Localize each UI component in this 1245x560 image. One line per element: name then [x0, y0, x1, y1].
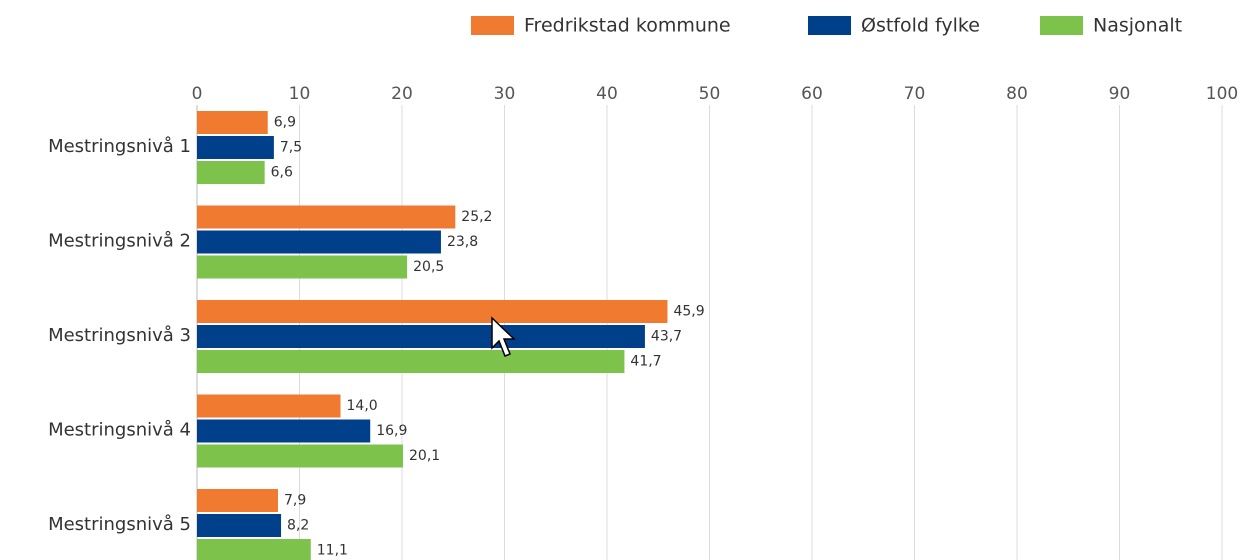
bar: [197, 419, 371, 443]
y-tick-label: Mestringsnivå 5: [48, 514, 191, 535]
x-tick-label: 0: [192, 84, 203, 104]
x-tick-label: 80: [1006, 84, 1028, 104]
bar: [197, 300, 668, 323]
bar: [197, 161, 265, 184]
x-tick-label: 10: [289, 84, 311, 104]
x-tick-label: 60: [801, 84, 823, 104]
legend-label: Nasjonalt: [1093, 15, 1182, 37]
x-tick-label: 90: [1109, 84, 1131, 104]
x-tick-label: 40: [596, 84, 618, 104]
value-label: 14,0: [347, 398, 378, 414]
value-label: 45,9: [673, 304, 704, 320]
bar: [197, 136, 274, 159]
y-tick-label: Mestringsnivå 2: [48, 231, 191, 252]
x-tick-label: 30: [494, 84, 516, 104]
y-tick-label: Mestringsnivå 4: [48, 420, 191, 441]
value-label: 7,5: [280, 140, 302, 156]
bar: [197, 514, 282, 537]
legend-swatch: [1040, 16, 1083, 35]
value-label: 43,7: [651, 329, 682, 345]
bar: [197, 230, 441, 254]
value-label: 7,9: [284, 493, 306, 509]
value-label: 23,8: [447, 234, 478, 250]
bar: [197, 539, 311, 560]
bar: [197, 325, 645, 348]
legend-label: Fredrikstad kommune: [524, 15, 731, 37]
value-label: 20,1: [409, 448, 440, 464]
value-label: 20,5: [413, 259, 444, 275]
bar: [197, 111, 268, 134]
bar: [197, 205, 456, 229]
value-label: 41,7: [630, 354, 661, 370]
bar: [197, 489, 278, 512]
legend-swatch: [471, 16, 514, 35]
bar: [197, 255, 408, 279]
cursor: [491, 316, 516, 357]
legend-swatch: [808, 16, 851, 35]
value-label: 16,9: [376, 423, 407, 439]
value-label: 6,6: [271, 165, 293, 181]
bar: [197, 394, 341, 418]
y-tick-label: Mestringsnivå 3: [48, 325, 191, 346]
x-tick-label: 100: [1206, 84, 1238, 104]
x-tick-label: 50: [699, 84, 721, 104]
bar: [197, 444, 404, 468]
value-label: 11,1: [317, 543, 348, 559]
value-label: 6,9: [274, 115, 296, 131]
value-label: 8,2: [287, 518, 309, 534]
x-tick-label: 70: [904, 84, 926, 104]
bar: [197, 350, 625, 373]
x-tick-label: 20: [391, 84, 413, 104]
y-tick-label: Mestringsnivå 1: [48, 136, 191, 157]
value-label: 25,2: [461, 209, 492, 225]
legend-label: Østfold fylke: [861, 15, 980, 37]
